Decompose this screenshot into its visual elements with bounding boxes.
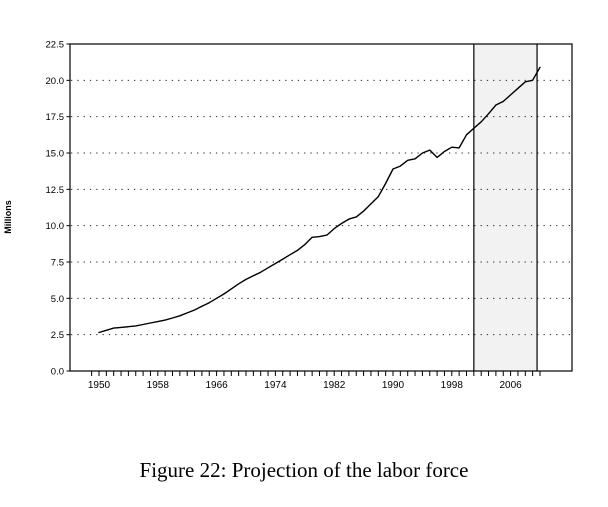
x-tick-label: 1958 [147,380,170,391]
x-tick-label: 1966 [205,380,228,391]
projection-band [473,44,538,371]
labor-force-chart: 1950 1958 1966 1974 1982 1990 1998 2006 0.0 2.5 5.… [3,40,573,391]
x-tick-label: 1982 [323,380,346,391]
figure-page: 1950 1958 1966 1974 1982 1990 1998 2006 0.0 2.5 5.… [3,40,573,482]
y-tick-label: 17.5 [46,112,65,123]
y-tick-label: 15.0 [46,149,65,160]
y-tick-label: 0.0 [51,367,64,378]
y-tick-label: 2.5 [51,330,64,341]
plot-frame [69,43,573,372]
y-tick-label: 5.0 [51,294,64,305]
y-tick-label: 7.5 [51,258,64,269]
y-axis-title: Millions [3,200,13,234]
x-tick-label: 1950 [88,380,111,391]
x-tick-label: 2006 [499,380,522,391]
y-tick-label: 22.5 [46,40,65,51]
chart-canvas: 1950 1958 1966 1974 1982 1990 1998 2006 0.0 2.5 5.… [3,40,573,391]
y-tick-label: 12.5 [46,185,65,196]
y-tick-label: 20.0 [46,76,65,87]
labor-force-line [98,66,541,334]
x-tick-label: 1998 [441,380,464,391]
figure-caption: Figure 22: Projection of the labor force [139,458,469,482]
x-tick-label: 1990 [382,380,405,391]
x-tick-label: 1974 [264,380,287,391]
y-tick-label: 10.0 [46,221,65,232]
